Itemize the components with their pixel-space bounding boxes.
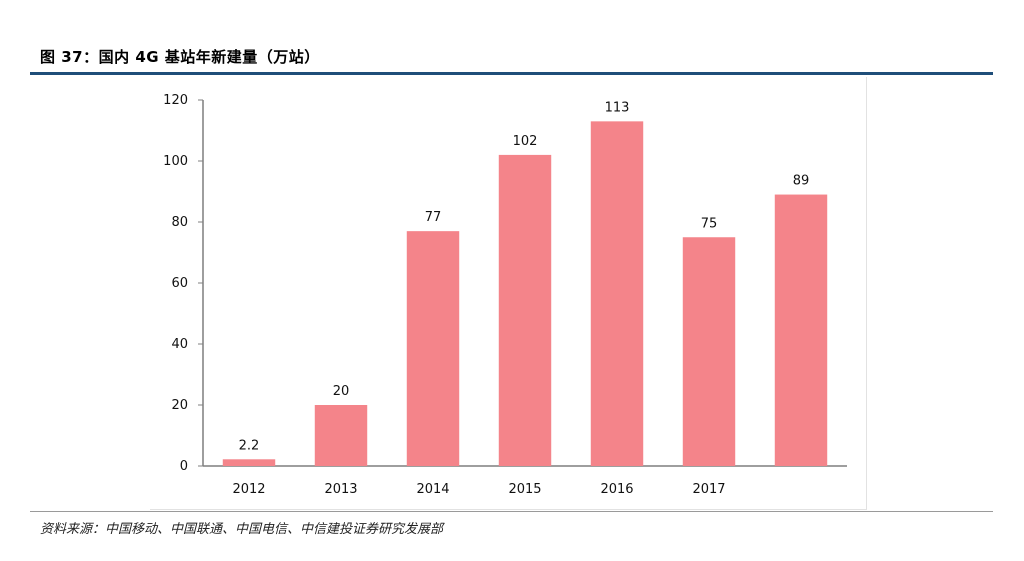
y-tick-label: 60: [171, 276, 188, 291]
data-label: 20: [333, 384, 350, 399]
y-tick-label: 120: [163, 93, 188, 108]
bar: [590, 121, 644, 466]
data-label: 77: [425, 210, 442, 225]
bar: [498, 154, 552, 466]
data-label: 89: [793, 174, 810, 189]
bar: [774, 194, 828, 467]
y-tick-label: 40: [171, 337, 188, 352]
y-tick-label: 100: [163, 154, 188, 169]
data-label: 2.2: [239, 438, 260, 453]
figure-title: 图 37：国内 4G 基站年新建量（万站）: [40, 48, 320, 66]
title-divider: [30, 72, 993, 75]
y-tick-label: 0: [180, 459, 188, 474]
data-label: 102: [513, 134, 538, 149]
bar-chart: 0 20 40 60 80 100 120 2.2 2012 20 2013 77 2014 102 201…: [163, 93, 847, 497]
x-tick-label: 2015: [508, 482, 541, 497]
source-divider: [30, 511, 993, 512]
source-note: 资料来源：中国移动、中国联通、中国电信、中信建投证券研究发展部: [40, 522, 444, 537]
y-tick-label: 80: [171, 215, 188, 230]
x-tick-label: 2016: [600, 482, 633, 497]
bar: [406, 231, 460, 466]
data-label: 113: [605, 100, 630, 115]
bar: [222, 459, 276, 466]
x-tick-label: 2012: [232, 482, 265, 497]
y-tick-label: 20: [171, 398, 188, 413]
bar: [682, 237, 736, 466]
chart-panel: 0 20 40 60 80 100 120 2.2 2012 20 2013 77 2014 102 201…: [150, 77, 867, 510]
bar: [314, 405, 368, 466]
x-tick-label: 2014: [416, 482, 449, 497]
x-tick-label: 2013: [324, 482, 357, 497]
x-tick-label: 2017: [692, 482, 725, 497]
data-label: 75: [701, 216, 718, 231]
